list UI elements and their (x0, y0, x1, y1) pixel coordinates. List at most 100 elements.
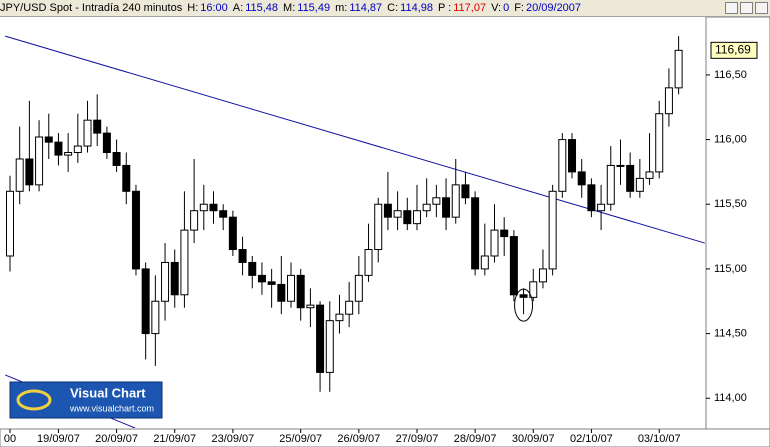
logo-title: Visual Chart (70, 385, 146, 400)
candle-body (500, 229, 509, 238)
plot-area (0, 17, 706, 429)
x-tick-label: 19/09/07 (37, 433, 80, 445)
field-value: 114,87 (349, 2, 383, 14)
marker (514, 288, 534, 322)
x-tick-label: 00 (4, 433, 16, 445)
y-tick-label: 114,50 (714, 327, 747, 339)
y-tick-label: 116,50 (714, 69, 747, 81)
candle-body (296, 274, 305, 309)
candle-body (316, 304, 325, 373)
header-fields: H: 16:00 A: 115,48 M: 115,49 m: 114,87 C: 114,98 P… (187, 2, 586, 14)
candle-body (480, 255, 489, 270)
field-label: m: (335, 2, 348, 14)
candle-body (73, 145, 82, 154)
candle-body (83, 119, 92, 147)
candle-body (577, 171, 586, 186)
field-value: 115,49 (297, 2, 331, 14)
header: JPY/USD Spot - Intradía 240 minutos H: 16… (0, 0, 770, 17)
candle-body (587, 184, 596, 212)
logo: Visual Chart www.visualchart.com (9, 381, 163, 419)
y-tick-label: 116,00 (714, 133, 747, 145)
candle-body (393, 210, 402, 218)
maximize-button[interactable] (740, 2, 753, 14)
x-tick-label: 26/09/07 (337, 433, 380, 445)
minimize-button[interactable] (725, 2, 738, 14)
candle-body (112, 152, 121, 166)
x-axis-area (0, 428, 770, 447)
candle-body (102, 132, 111, 154)
candle-body (645, 171, 654, 179)
symbol: JPY/USD Spot - Intradía 240 minutos (0, 2, 183, 14)
field-value: 114,98 (400, 2, 433, 14)
candle-body (190, 210, 199, 231)
candle-body (412, 210, 421, 225)
field-value: 20/09/2007 (525, 2, 582, 14)
candle-body (606, 164, 615, 205)
y-tick-label: 114,00 (714, 392, 747, 404)
candle-body (519, 294, 528, 298)
candle-body (238, 249, 247, 263)
candle-body (674, 49, 683, 89)
close-button[interactable] (755, 2, 768, 14)
field-value: 115,48 (245, 2, 279, 14)
candle-body (335, 313, 344, 322)
candle-body (93, 119, 102, 134)
field-label: A: (232, 2, 244, 14)
candle-body (161, 261, 170, 302)
candle-body (15, 158, 24, 192)
field-label: P : (437, 2, 452, 14)
candle-body (248, 261, 257, 276)
field-label: H: (187, 2, 199, 14)
candle-body (267, 281, 276, 285)
candle-body (490, 229, 499, 257)
candle-body (25, 158, 34, 186)
candle-body (597, 203, 606, 212)
candle-body (422, 203, 431, 212)
candle-body (199, 203, 208, 212)
candle-body (383, 203, 392, 218)
window-buttons (725, 2, 768, 14)
candle-body (664, 87, 673, 115)
y-tick-label: 115,00 (714, 263, 747, 275)
candle-body (548, 190, 557, 270)
candle-body (403, 210, 412, 225)
candle-body (509, 236, 518, 296)
candle-body (180, 229, 189, 296)
candle-body (471, 197, 480, 270)
candle-body (6, 190, 14, 257)
x-tick-label: 23/09/07 (211, 433, 254, 445)
candle-body (635, 177, 644, 192)
candle-body (354, 274, 363, 302)
candle-body (257, 274, 266, 283)
logo-box (9, 381, 163, 419)
candle-body (626, 164, 635, 192)
last-price-box (710, 41, 758, 59)
x-tick-label: 25/09/07 (279, 433, 322, 445)
x-tick-label: 21/09/07 (153, 433, 196, 445)
y-axis-area (705, 16, 770, 430)
x-tick-label: 28/09/07 (454, 433, 497, 445)
candle-body (364, 249, 373, 276)
candle-body (451, 184, 460, 218)
candle-body (538, 268, 547, 283)
field-value: 117,07 (453, 2, 487, 14)
candle-body (219, 210, 228, 218)
candle-body (64, 152, 73, 156)
candle-body (558, 139, 567, 192)
field-label: F: (514, 2, 524, 14)
x-tick-label: 27/09/07 (396, 433, 439, 445)
last-price-label: 116,69 (715, 43, 751, 57)
candle-body (325, 320, 334, 373)
candle-body (568, 139, 577, 173)
candle-body (306, 304, 315, 309)
field-value: 0 (503, 2, 510, 14)
candle-body (209, 203, 218, 212)
field-label: V: (491, 2, 502, 14)
candle-body (345, 300, 354, 315)
candle-body (287, 274, 296, 302)
logo-icon (16, 389, 52, 411)
x-tick-label: 20/09/07 (95, 433, 138, 445)
candle-body (228, 216, 237, 251)
